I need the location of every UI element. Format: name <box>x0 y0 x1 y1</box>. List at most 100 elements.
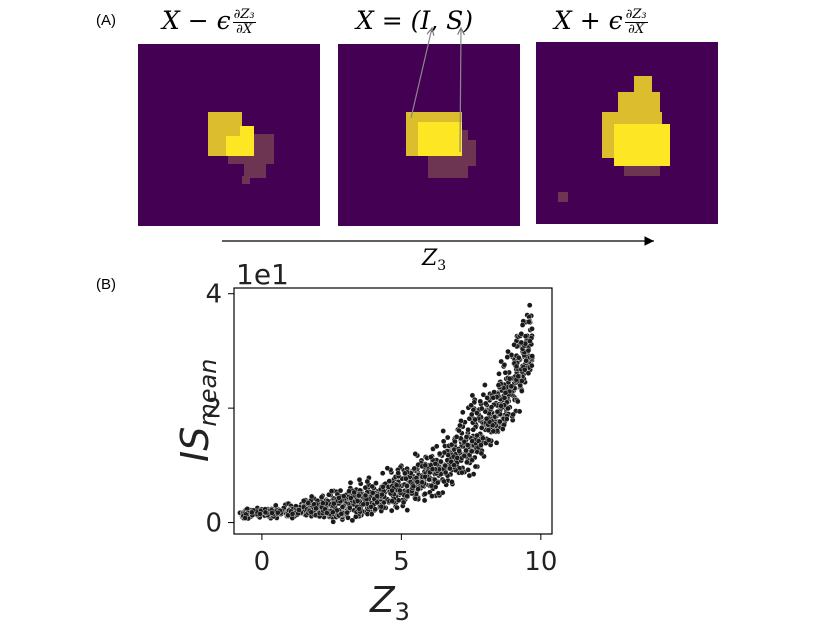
scatter-point <box>257 511 263 517</box>
scatter-point <box>485 437 492 443</box>
title-plus-main: X + ϵ <box>554 6 623 35</box>
scatter-point <box>421 497 428 504</box>
scatter-point <box>495 382 502 389</box>
scatter-point <box>339 504 346 510</box>
shadow-blob <box>244 164 266 178</box>
scatter-point <box>354 498 361 504</box>
scatter-point <box>480 391 487 398</box>
scatter-point <box>496 370 502 377</box>
scatter-point <box>474 410 480 416</box>
scatter-point <box>432 460 439 467</box>
scatter-point <box>402 475 409 482</box>
shadow-blob <box>462 140 476 166</box>
arrow-label-base: Z <box>422 246 438 271</box>
scatter-point <box>289 510 296 517</box>
panel-b-label: (B) <box>96 276 116 293</box>
scatter-point <box>274 509 281 516</box>
scatter-point <box>300 497 307 504</box>
shadow-blob <box>242 176 250 184</box>
scatter-point <box>459 469 465 476</box>
scatter-point <box>522 333 529 340</box>
scatter-point <box>519 322 526 328</box>
scatter-point <box>464 442 471 448</box>
scatter-point <box>478 424 485 431</box>
arrow-label: Z3 <box>422 246 446 274</box>
scatter-point <box>330 519 337 525</box>
scatter-point <box>464 459 470 466</box>
scatter-point <box>313 505 319 512</box>
scatter-point <box>362 492 369 499</box>
scatter-point <box>242 515 248 521</box>
scatter-point <box>506 375 513 382</box>
x-tick-label: 10 <box>524 547 557 577</box>
scatter-point <box>362 484 369 491</box>
panel-a-label: (A) <box>96 12 116 29</box>
scatter-point <box>344 509 351 516</box>
scatter-point <box>449 479 455 485</box>
y-axis-label: ISmean <box>173 359 222 462</box>
scatter-point <box>368 511 375 517</box>
scatter-point <box>518 330 525 337</box>
scatter-point <box>493 439 500 446</box>
title-plus-denominator: ∂X <box>628 22 645 37</box>
scatter-point <box>470 426 477 433</box>
scatter-point <box>519 388 525 394</box>
scatter-point <box>516 408 523 415</box>
scatter-point <box>386 478 393 484</box>
scatter-point <box>296 507 302 513</box>
x-axis-label-base: Z <box>369 580 396 621</box>
scatter-point <box>305 500 312 506</box>
scatter-point <box>529 362 535 369</box>
scatter-point <box>414 478 421 485</box>
x-axis-label-sub: 3 <box>395 598 410 626</box>
scatter-point <box>453 433 460 440</box>
scatter-point <box>461 452 468 459</box>
scatter-point <box>308 509 315 516</box>
scatter-point <box>346 504 353 511</box>
scatter-point <box>419 479 425 486</box>
scatter-point <box>374 499 380 506</box>
scatter-point <box>463 447 469 454</box>
scatter-point <box>351 489 358 496</box>
shadow-blob <box>558 192 568 202</box>
scatter-point <box>422 473 428 480</box>
scatter-point <box>411 465 418 472</box>
scatter-point <box>468 402 474 409</box>
scatter-point <box>396 487 403 494</box>
scatter-point <box>451 462 457 468</box>
scatter-point <box>510 411 516 418</box>
scatter-point <box>447 465 453 472</box>
arrow-label-sub: 3 <box>437 258 447 274</box>
scatter-point <box>482 382 488 388</box>
image-plus-gradient <box>536 42 718 224</box>
scatter-point <box>393 482 400 489</box>
scatter-point <box>502 369 509 376</box>
y-tick-label: 0 <box>205 509 222 539</box>
scatter-point <box>373 480 379 486</box>
scatter-point <box>505 405 511 412</box>
title-minus-fraction: ∂Z₃ ∂X <box>232 8 256 37</box>
scatter-point <box>331 500 337 507</box>
scatter-point <box>484 395 491 401</box>
scatter-point <box>459 409 466 416</box>
image-title-minus: X − ϵ ∂Z₃ ∂X <box>162 6 256 37</box>
scatter-point <box>394 504 400 511</box>
scatter-point <box>504 354 511 360</box>
scatter-point <box>513 363 520 370</box>
scatter-point <box>404 507 411 513</box>
scatter-point <box>525 347 532 354</box>
scatter-point <box>356 505 363 512</box>
scatter-point <box>389 498 396 504</box>
scatter-point <box>433 443 440 450</box>
scatter-point <box>442 462 449 469</box>
scatter-point <box>468 411 475 418</box>
scatter-point <box>442 469 449 476</box>
image-original <box>338 44 520 226</box>
scatter-point <box>489 422 496 429</box>
scatter-point <box>308 493 315 500</box>
scatter-point <box>508 383 515 390</box>
scatter-point <box>526 318 532 325</box>
pointer-arrow-i <box>410 28 432 119</box>
scatter-point <box>356 492 362 499</box>
